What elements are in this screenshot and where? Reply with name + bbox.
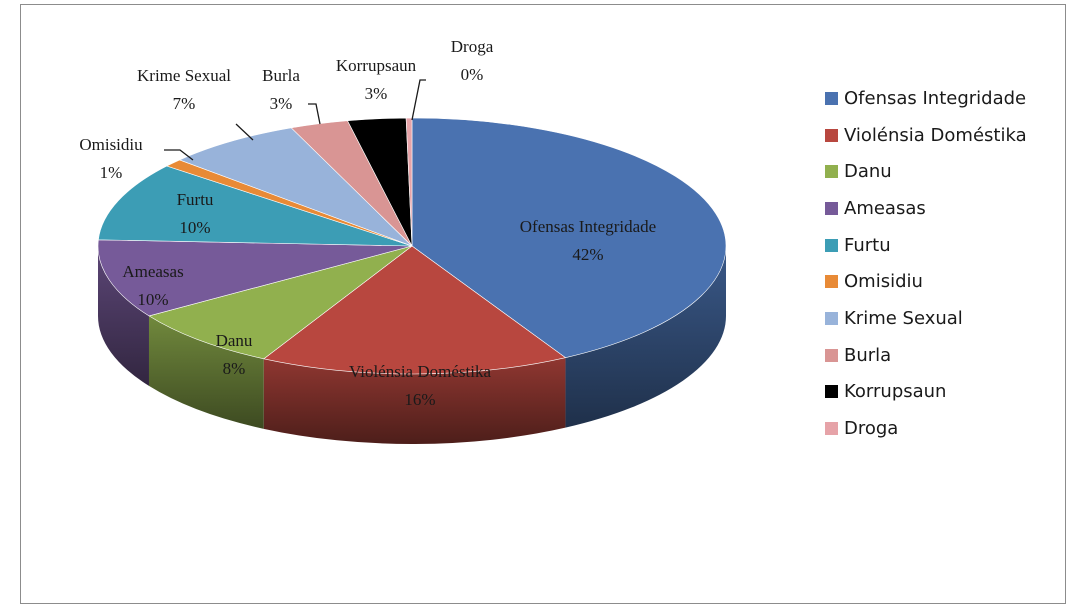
slice-label-name-krime-sexual: Krime Sexual xyxy=(137,66,231,85)
slice-label-name-burla: Burla xyxy=(262,66,300,85)
legend-swatch xyxy=(825,238,838,252)
slice-labels: Ofensas Integridade 42% Violénsia Doméstik… xyxy=(79,37,656,409)
legend-label: Furtu xyxy=(844,234,891,256)
leader-line-burla xyxy=(308,103,321,125)
legend-swatch xyxy=(825,91,838,105)
leader-line-droga xyxy=(411,79,426,121)
slice-furtu xyxy=(98,165,413,247)
slice-side-ameasas xyxy=(98,246,149,386)
legend-item-krime-sexual: Krime Sexual xyxy=(825,300,1027,337)
legend-swatch xyxy=(825,311,838,325)
slice-label-pct-violensia-domestika: 16% xyxy=(404,390,435,409)
legend-swatch xyxy=(825,128,838,142)
legend-label: Korrupsaun xyxy=(844,381,947,403)
slice-label-pct-ameasas: 10% xyxy=(137,290,168,309)
legend-item-droga: Droga xyxy=(825,410,1027,447)
slice-label-name-furtu: Furtu xyxy=(177,190,214,209)
legend-item-burla: Burla xyxy=(825,337,1027,374)
slice-label-pct-furtu: 10% xyxy=(179,218,210,237)
slice-side-ofensas-integridade xyxy=(565,246,726,428)
slice-label-pct-krime-sexual: 7% xyxy=(173,94,196,113)
slice-label-name-danu: Danu xyxy=(216,331,253,350)
legend-item-violensia-domestika: Violénsia Doméstika xyxy=(825,117,1027,154)
slice-ameasas xyxy=(97,239,413,317)
legend-swatch xyxy=(825,201,838,215)
legend-label: Ofensas Integridade xyxy=(844,87,1027,109)
legend-item-furtu: Furtu xyxy=(825,227,1027,264)
legend-label: Violénsia Doméstika xyxy=(844,124,1027,146)
pie-slices xyxy=(97,117,727,375)
legend-swatch xyxy=(825,348,838,362)
leader-line-omisidiu xyxy=(164,149,194,161)
leader-line-krime-sexual xyxy=(235,123,254,141)
slice-danu xyxy=(148,245,413,360)
slice-label-name-ofensas-integridade: Ofensas Integridade xyxy=(520,217,656,236)
slice-label-pct-droga: 0% xyxy=(461,65,484,84)
legend-swatch xyxy=(825,275,838,289)
slice-label-pct-danu: 8% xyxy=(223,359,246,378)
legend-label: Danu xyxy=(844,161,892,183)
legend-swatch xyxy=(825,385,838,399)
slice-side-danu xyxy=(148,315,264,429)
legend-item-ameasas: Ameasas xyxy=(825,190,1027,227)
slice-violensia-domestika xyxy=(263,245,567,375)
slice-label-name-omisidiu: Omisidiu xyxy=(79,135,143,154)
slice-label-pct-omisidiu: 1% xyxy=(100,163,123,182)
slice-label-name-korrupsaun: Korrupsaun xyxy=(336,56,417,75)
slice-ofensas-integridade xyxy=(411,117,727,358)
slice-krime-sexual xyxy=(178,127,413,247)
pie-sides xyxy=(98,246,726,444)
legend-label: Omisidiu xyxy=(844,271,923,293)
slice-label-name-droga: Droga xyxy=(451,37,494,56)
legend-label: Ameasas xyxy=(844,197,926,219)
legend-item-danu: Danu xyxy=(825,153,1027,190)
legend-label: Krime Sexual xyxy=(844,307,963,329)
legend: Ofensas Integridade Violénsia Doméstika Da… xyxy=(825,80,1027,447)
legend-swatch xyxy=(825,165,838,179)
legend-item-ofensas-integridade: Ofensas Integridade xyxy=(825,80,1027,117)
legend-item-korrupsaun: Korrupsaun xyxy=(825,374,1027,411)
slice-label-name-ameasas: Ameasas xyxy=(122,262,183,281)
slice-label-pct-korrupsaun: 3% xyxy=(365,84,388,103)
legend-label: Droga xyxy=(844,418,899,440)
legend-item-omisidiu: Omisidiu xyxy=(825,263,1027,300)
slice-label-pct-burla: 3% xyxy=(270,94,293,113)
slice-label-name-violensia-domestika: Violénsia Doméstika xyxy=(349,362,491,381)
legend-swatch xyxy=(825,422,838,436)
leader-lines xyxy=(164,79,426,161)
legend-label: Burla xyxy=(844,344,892,366)
slice-label-pct-ofensas-integridade: 42% xyxy=(572,245,603,264)
slice-side-violensia-domestika xyxy=(263,357,566,444)
